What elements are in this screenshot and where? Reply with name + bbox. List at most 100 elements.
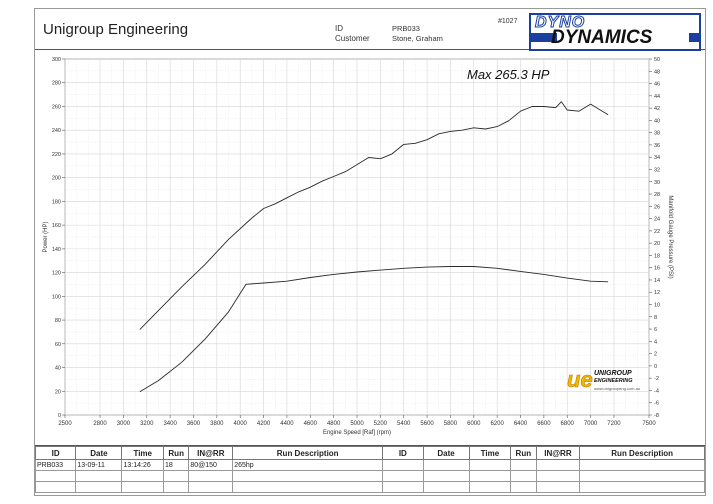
- table-cell: [510, 459, 537, 471]
- y-tick-label: 80: [55, 318, 61, 324]
- table-cell: [535, 470, 581, 482]
- x-tick-label: 5400: [397, 421, 411, 427]
- logo-stripe-right: [689, 33, 699, 42]
- y-tick-label: 120: [52, 271, 61, 277]
- customer-label: Customer: [335, 34, 370, 43]
- col-header: ID: [34, 446, 77, 460]
- y2-tick-label: 28: [654, 192, 660, 198]
- col-header: Run Description: [232, 446, 384, 460]
- ue-logo-line1: UNIGROUP: [594, 370, 632, 377]
- table-cell: [34, 470, 77, 482]
- x-tick-label: 3800: [210, 421, 224, 427]
- col-header: Time: [121, 446, 164, 460]
- y2-tick-label: 18: [654, 253, 660, 259]
- table-cell: [382, 470, 424, 482]
- x-tick-label: 6800: [561, 421, 575, 427]
- x-tick-label: 5800: [444, 421, 458, 427]
- y2-tick-label: -4: [654, 388, 659, 394]
- y2-axis-label: Manifold Gauge Pressure (PSI): [667, 195, 673, 278]
- id-label: ID: [335, 24, 343, 33]
- table-cell: 80@150: [188, 459, 234, 471]
- y2-tick-label: 20: [654, 241, 660, 247]
- col-header: Run: [162, 446, 190, 460]
- logo-line2: DYNAMICS: [551, 27, 653, 48]
- x-tick-label: 2500: [58, 421, 72, 427]
- y2-tick-label: 16: [654, 266, 660, 272]
- y-tick-label: 140: [52, 247, 61, 253]
- id-value: PRB033: [392, 24, 420, 33]
- y2-tick-label: -8: [654, 413, 659, 419]
- x-tick-label: 3600: [187, 421, 201, 427]
- table-cell: [188, 470, 234, 482]
- x-tick-label: 7200: [607, 421, 621, 427]
- power-curve: [139, 101, 609, 330]
- logo-line1: DYNO: [534, 14, 586, 32]
- table-cell: [162, 481, 190, 493]
- x-axis-label: Engine Speed [Raf] (rpm): [323, 430, 391, 436]
- table-row: [34, 470, 705, 482]
- dyno-sheet: Unigroup Engineering ID Customer PRB033 …: [34, 8, 706, 496]
- y2-tick-label: 30: [654, 180, 660, 186]
- x-tick-label: 7500: [642, 421, 656, 427]
- x-tick-label: 6000: [467, 421, 481, 427]
- y2-tick-label: 40: [654, 118, 660, 124]
- y2-tick-label: 14: [654, 278, 660, 284]
- logo-stripe-left: [531, 33, 557, 42]
- y2-tick-label: 44: [654, 94, 660, 100]
- x-tick-label: 3000: [117, 421, 131, 427]
- x-tick-label: 6600: [537, 421, 551, 427]
- run-table: ID Date Time Run IN@RR Run Description I…: [34, 445, 705, 495]
- col-header: Time: [468, 446, 512, 460]
- y2-tick-label: 50: [654, 57, 660, 63]
- job-number: #1027: [498, 18, 518, 25]
- x-tick-label: 2800: [93, 421, 107, 427]
- x-tick-label: 3200: [140, 421, 154, 427]
- x-tick-label: 4600: [304, 421, 318, 427]
- y2-tick-label: 4: [654, 339, 657, 345]
- y-tick-label: 220: [52, 152, 61, 158]
- y2-tick-label: 12: [654, 290, 660, 296]
- table-cell: [162, 470, 190, 482]
- sheet-header: Unigroup Engineering ID Customer PRB033 …: [35, 9, 705, 51]
- x-tick-label: 5200: [374, 421, 388, 427]
- y2-tick-label: 38: [654, 131, 660, 137]
- table-cell: [422, 470, 470, 482]
- col-header: ID: [382, 446, 424, 460]
- x-tick-label: 5000: [350, 421, 364, 427]
- y2-tick-label: 46: [654, 82, 660, 88]
- y-tick-label: 100: [52, 294, 61, 300]
- company-name: Unigroup Engineering: [43, 21, 189, 38]
- y2-tick-label: 36: [654, 143, 660, 149]
- y-tick-label: 20: [55, 389, 61, 395]
- y-tick-label: 200: [52, 176, 61, 182]
- y2-tick-label: 42: [654, 106, 660, 112]
- table-cell: [579, 470, 705, 482]
- col-header: IN@RR: [188, 446, 234, 460]
- x-tick-label: 4800: [327, 421, 341, 427]
- table-cell: [535, 459, 581, 471]
- x-tick-label: 7000: [584, 421, 598, 427]
- unigroup-logo: ue UNIGROUP ENGINEERING www.unigroupeng.…: [567, 367, 641, 397]
- table-cell: [34, 481, 77, 493]
- ue-logo-line3: www.unigroupeng.com.au: [594, 386, 641, 391]
- y2-tick-label: 48: [654, 69, 660, 75]
- table-cell: 265hp: [232, 459, 384, 471]
- x-tick-label: 6400: [514, 421, 528, 427]
- boost-curve: [139, 266, 609, 393]
- table-cell: [121, 470, 164, 482]
- y-tick-label: 240: [52, 128, 61, 134]
- y-tick-label: 300: [52, 57, 61, 63]
- power-chart: 2500 2800 3000 3200 3400 3600 3800 4000 4200 4400…: [43, 57, 673, 436]
- y2-tick-label: 0: [654, 364, 657, 370]
- y2-tick-label: 22: [654, 229, 660, 235]
- y-tick-label: 260: [52, 104, 61, 110]
- table-cell: [188, 481, 234, 493]
- dyno-dynamics-logo: DYNO DYNAMICS: [529, 13, 701, 51]
- col-header: Run: [510, 446, 537, 460]
- y2-tick-label: -6: [654, 401, 659, 407]
- table-cell: [579, 459, 705, 471]
- x-tick-label: 3400: [163, 421, 177, 427]
- run-table-header: ID Date Time Run IN@RR Run Description I…: [34, 446, 705, 460]
- y2-tick-label: 6: [654, 327, 657, 333]
- table-cell: [468, 459, 512, 471]
